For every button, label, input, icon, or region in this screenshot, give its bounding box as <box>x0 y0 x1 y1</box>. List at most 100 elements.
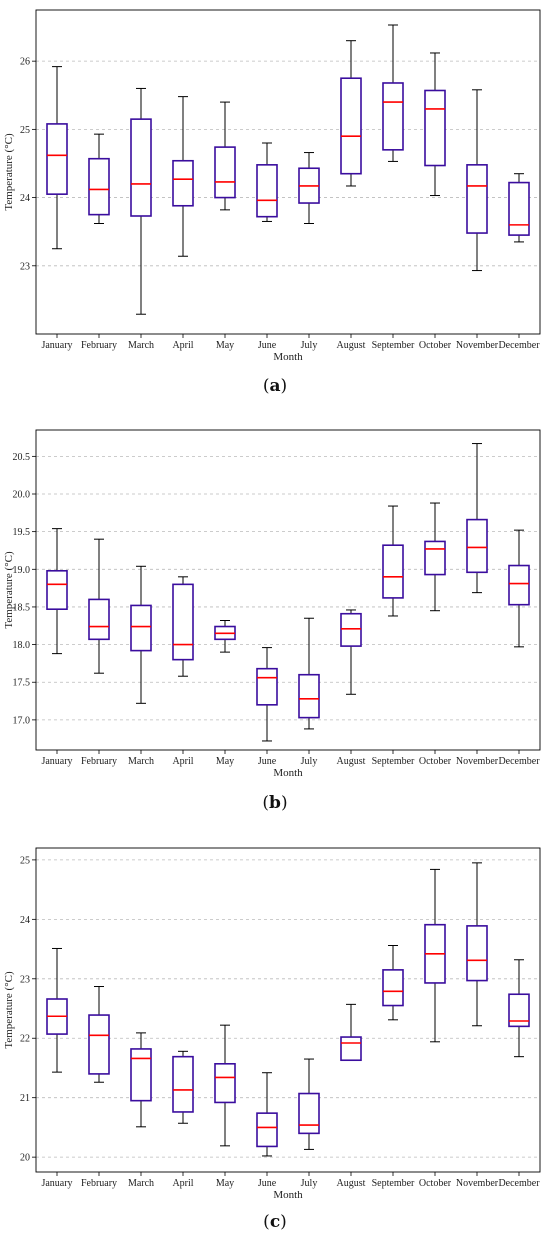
y-axis-title: Temperature (°C) <box>3 133 15 211</box>
iqr-box <box>88 157 110 216</box>
y-tick-label: 19.5 <box>13 527 31 538</box>
caption-c-letter: c <box>269 1212 281 1232</box>
box-november <box>466 89 488 272</box>
iqr-box <box>382 969 404 1007</box>
box-may <box>214 619 236 653</box>
box-july <box>298 617 320 730</box>
y-axis-title: Temperature (°C) <box>3 971 15 1049</box>
x-tick-label: August <box>337 340 366 351</box>
box-august <box>340 40 362 187</box>
x-tick-label: May <box>216 340 234 351</box>
iqr-box <box>214 1063 236 1104</box>
chart-panel-a: 23 24 25 26 January February March April May June… <box>0 0 550 370</box>
x-tick-label: June <box>258 340 277 351</box>
iqr-box <box>298 673 320 719</box>
x-tick-label: November <box>456 340 499 351</box>
y-tick-label: 21 <box>20 1093 30 1104</box>
caption-a: (a) <box>0 376 550 396</box>
y-tick-label: 25 <box>20 125 30 136</box>
y-tick-label: 25 <box>20 855 30 866</box>
iqr-box <box>214 146 236 199</box>
iqr-box <box>466 925 488 982</box>
box-october <box>424 868 446 1043</box>
y-tick-label: 26 <box>20 57 30 68</box>
x-tick-label: July <box>301 1178 318 1189</box>
box-plot-c: 20 21 22 23 24 25 January February March April May… <box>3 847 541 1201</box>
iqr-box <box>508 993 530 1028</box>
y-tick-label: 23 <box>20 261 30 272</box>
box-june <box>256 647 278 742</box>
x-tick-label: October <box>419 1178 452 1189</box>
iqr-box <box>466 518 488 574</box>
x-tick-label: January <box>41 1178 72 1189</box>
box-june <box>256 1072 278 1157</box>
x-tick-label: September <box>372 340 415 351</box>
box-september <box>382 944 404 1021</box>
y-tick-label: 20.0 <box>13 490 31 501</box>
x-axis-title: Month <box>273 351 303 363</box>
iqr-box <box>256 1112 278 1148</box>
iqr-box <box>88 1014 110 1075</box>
caption-b: (b) <box>0 793 550 813</box>
iqr-box <box>256 667 278 706</box>
x-tick-label: August <box>337 756 366 767</box>
caption-b-letter: b <box>269 793 281 813</box>
x-tick-label: May <box>216 756 234 767</box>
y-tick-label: 17.0 <box>13 715 31 726</box>
box-october <box>424 52 446 197</box>
box-february <box>88 538 110 674</box>
y-axis-title: Temperature (°C) <box>3 551 15 629</box>
iqr-box <box>382 82 404 151</box>
y-tick-label: 17.5 <box>13 678 31 689</box>
y-tick-label: 24 <box>20 915 30 926</box>
box-february <box>88 133 110 224</box>
plot-frame <box>35 847 541 1173</box>
y-tick-label: 23 <box>20 974 30 985</box>
x-tick-label: April <box>172 340 193 351</box>
caption-c-close: ) <box>280 1212 287 1232</box>
iqr-box <box>508 564 530 606</box>
x-tick-label: August <box>337 1178 366 1189</box>
box-may <box>214 101 236 211</box>
y-tick-label: 18.5 <box>13 602 31 613</box>
box-november <box>466 443 488 594</box>
x-tick-label: November <box>456 756 499 767</box>
x-tick-label: December <box>498 340 540 351</box>
x-tick-label: March <box>128 1178 154 1189</box>
y-tick-label: 20.5 <box>13 452 31 463</box>
iqr-box <box>130 118 152 217</box>
y-tick-label: 22 <box>20 1034 30 1045</box>
iqr-box <box>46 570 68 611</box>
box-march <box>130 565 152 704</box>
box-january <box>46 66 68 250</box>
iqr-box <box>256 164 278 218</box>
box-september <box>382 505 404 617</box>
box-january <box>46 947 68 1073</box>
iqr-box <box>298 1092 320 1135</box>
iqr-box <box>172 159 194 207</box>
iqr-box <box>340 612 362 647</box>
x-axis-title: Month <box>273 1189 303 1201</box>
iqr-box <box>508 181 530 236</box>
iqr-box <box>340 77 362 175</box>
box-december <box>508 173 530 243</box>
caption-a-close: ) <box>280 376 288 396</box>
box-june <box>256 142 278 222</box>
iqr-box <box>46 123 68 195</box>
iqr-box <box>340 1036 362 1062</box>
x-tick-label: November <box>456 1178 499 1189</box>
caption-c: (c) <box>0 1212 550 1232</box>
x-tick-label: June <box>258 1178 277 1189</box>
box-september <box>382 24 404 162</box>
iqr-box <box>466 164 488 234</box>
x-tick-label: May <box>216 1178 234 1189</box>
caption-a-open: ( <box>262 376 270 396</box>
x-tick-label: January <box>41 340 72 351</box>
chart-panel-b: 17.0 17.5 18.0 18.5 19.0 19.5 20.0 20.5 January F… <box>0 420 550 790</box>
iqr-box <box>424 89 446 167</box>
iqr-box <box>130 604 152 652</box>
y-tick-label: 24 <box>20 193 30 204</box>
iqr-box <box>424 540 446 576</box>
y-tick-label: 18.0 <box>13 640 31 651</box>
x-tick-label: April <box>172 1178 193 1189</box>
